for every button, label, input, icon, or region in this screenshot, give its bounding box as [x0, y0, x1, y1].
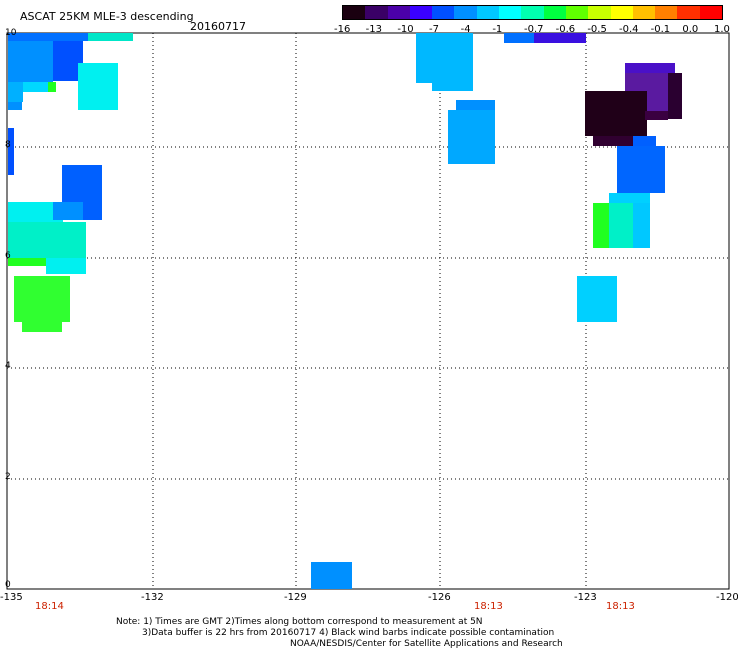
colorbar-label: -0.5 — [587, 24, 607, 35]
colorbar-label: -0.6 — [555, 24, 576, 35]
colorbar-label: -13 — [365, 24, 382, 35]
colorbar-swatch — [699, 6, 723, 19]
colorbar — [342, 5, 723, 20]
colorbar-label: 1.0 — [714, 24, 730, 35]
plot-frame — [6, 32, 730, 590]
colorbar-label: -7 — [429, 24, 439, 35]
colorbar-swatch — [343, 6, 366, 19]
y-tick-10: 10 — [5, 28, 17, 38]
colorbar-swatch — [677, 6, 700, 19]
y-tick-4: 4 — [5, 361, 11, 371]
colorbar-swatch — [409, 6, 433, 19]
colorbar-swatch — [476, 6, 500, 19]
pass-time-1: 18:14 — [35, 601, 64, 612]
x-tick-120: -120 — [716, 592, 738, 603]
y-tick-2: 2 — [5, 472, 11, 482]
colorbar-swatch — [499, 6, 522, 19]
colorbar-swatch — [655, 6, 678, 19]
swath-west — [8, 33, 133, 332]
colorbar-label: -16 — [334, 24, 351, 35]
map-date: 20160717 — [190, 20, 246, 33]
colorbar-label: -0.4 — [619, 24, 639, 35]
latitude-grid — [7, 146, 729, 480]
pass-time-2: 18:13 — [474, 601, 503, 612]
map-title: ASCAT 25KM MLE-3 descending — [20, 10, 194, 23]
colorbar-swatch — [387, 6, 410, 19]
note-line-2: 3)Data buffer is 22 hrs from 20160717 4)… — [142, 628, 555, 638]
x-tick-135: -135 — [0, 592, 23, 603]
y-tick-6: 6 — [5, 251, 11, 261]
longitude-grid — [152, 33, 587, 589]
colorbar-swatch — [588, 6, 611, 19]
colorbar-label: 0.0 — [682, 24, 699, 35]
y-tick-0: 0 — [5, 580, 11, 590]
colorbar-label: -10 — [397, 24, 414, 35]
colorbar-swatch — [632, 6, 656, 19]
colorbar-swatch — [543, 6, 566, 19]
x-tick-132: -132 — [141, 592, 164, 603]
colorbar-swatch — [454, 6, 477, 19]
colorbar-label: -0.7 — [524, 24, 544, 35]
pass-time-3: 18:13 — [606, 601, 635, 612]
colorbar-swatches — [342, 5, 723, 20]
colorbar-label: -4 — [460, 24, 471, 35]
colorbar-swatch — [432, 6, 455, 19]
x-tick-129: -129 — [284, 592, 307, 603]
colorbar-label: -0.1 — [650, 24, 671, 35]
y-tick-8: 8 — [5, 140, 11, 150]
note-line-3: NOAA/NESDIS/Center for Satellite Applica… — [290, 639, 563, 649]
colorbar-swatch — [365, 6, 388, 19]
swath-center — [311, 33, 586, 589]
swath-east — [577, 63, 682, 322]
note-line-1: Note: 1) Times are GMT 2)Times along bot… — [116, 617, 483, 627]
colorbar-swatch — [610, 6, 633, 19]
colorbar-swatch — [565, 6, 589, 19]
colorbar-swatch — [521, 6, 544, 19]
x-tick-123: -123 — [574, 592, 597, 603]
x-tick-126: -126 — [428, 592, 451, 603]
colorbar-label: -1 — [492, 24, 503, 35]
